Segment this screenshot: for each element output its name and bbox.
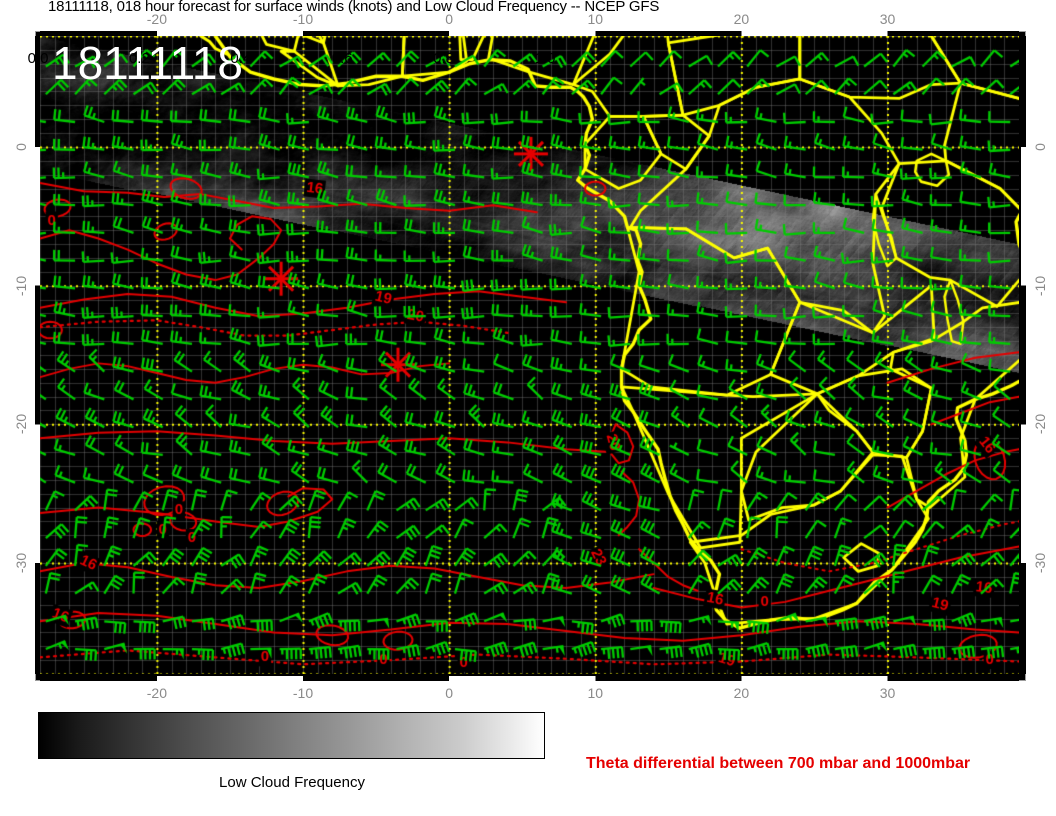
colorbar-tick-label: 0.2 <box>128 50 150 67</box>
y-axis-tick-label: -30 <box>13 552 29 574</box>
colorbar-tick-label: 0.0 <box>27 50 49 67</box>
y-axis-tick-label: 0 <box>1032 143 1048 151</box>
colorbar-gradient <box>38 712 545 759</box>
x-axis-tick-label: 30 <box>879 11 896 27</box>
axis-tickband-top <box>40 31 1019 36</box>
date-stamp: 18111118 <box>52 37 244 89</box>
theta-differential-caption: Theta differential between 700 mbar and … <box>586 755 971 772</box>
x-axis-tick-label: -10 <box>292 11 314 27</box>
x-axis-tick-label: 0 <box>445 11 454 27</box>
x-axis-tick-label: 20 <box>733 685 750 701</box>
x-axis-tick-label: 10 <box>587 11 604 27</box>
axis-tickband-bottom <box>40 676 1019 681</box>
y-axis-tick-label: -10 <box>1032 275 1048 296</box>
colorbar-label: Low Cloud Frequency <box>219 774 365 791</box>
x-axis-tick-label: 0 <box>445 685 454 701</box>
x-axis-tick-label: 20 <box>733 11 750 27</box>
y-axis-tick-label: -20 <box>1032 414 1048 435</box>
x-axis-tick-label: -10 <box>292 685 314 701</box>
y-axis-tick-label: -20 <box>13 414 29 435</box>
figure-title: 18111118, 018 hour forecast for surface … <box>48 0 660 15</box>
map-canvas[interactable] <box>40 36 1019 674</box>
colorbar[interactable] <box>38 712 545 759</box>
colorbar-tick-label: 0.6 <box>331 50 353 67</box>
x-axis-tick-label: 10 <box>587 685 604 701</box>
axis-tickband-left <box>35 36 40 674</box>
colorbar-tick-label: 0.8 <box>433 50 455 67</box>
x-axis-tick-label: -20 <box>146 685 168 701</box>
y-axis-tick-label: 0 <box>13 143 29 151</box>
x-axis-tick-label: -20 <box>146 11 168 27</box>
colorbar-tick-label: 1.0 <box>534 50 556 67</box>
map-plot-area[interactable] <box>35 31 1026 681</box>
map-raster-canvas[interactable] <box>40 36 1019 674</box>
y-axis-tick-label: -10 <box>13 275 29 296</box>
y-axis-tick-label: -30 <box>1032 552 1048 574</box>
colorbar-tick-label: 0.4 <box>230 50 252 67</box>
axis-tickband-right <box>1021 36 1026 674</box>
x-axis-tick-label: 30 <box>879 685 896 701</box>
